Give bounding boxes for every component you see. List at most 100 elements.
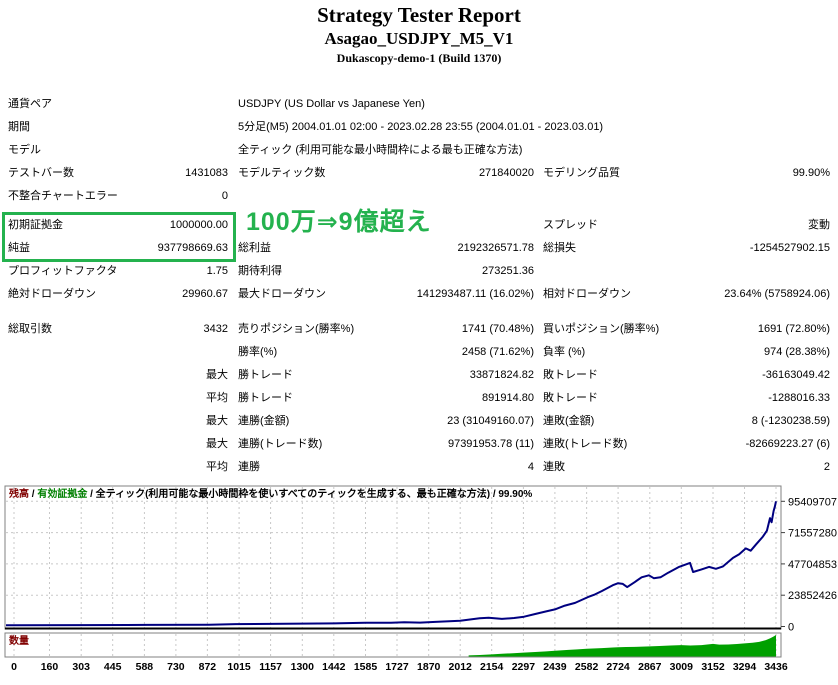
- x-axis-label: 3436: [764, 661, 788, 673]
- report-row: モデル 全ティック (利用可能な最小時間枠による最も正確な方法): [0, 139, 838, 162]
- report-label: モデルティック数: [238, 167, 326, 179]
- report-value: [138, 139, 228, 162]
- report-value: -1288016.33: [768, 392, 830, 404]
- report-label: 総損失: [543, 242, 576, 254]
- report-value: 平均: [206, 461, 228, 473]
- report-label: 連勝(金額): [238, 415, 290, 427]
- x-axis-label: 2724: [606, 661, 630, 673]
- report-row: 総取引数 3432 売りポジション(勝率%) 1741 (70.48%) 買いポジション…: [0, 318, 838, 341]
- report-label: 期待利得: [238, 265, 282, 277]
- balance-chart-svg: 0 23852426 47704853 71557280 95409707 0 160 303…: [4, 485, 837, 673]
- report-label: プロフィットファクタ: [8, 265, 118, 277]
- report-value: -82669223.27 (6): [745, 438, 830, 450]
- report-label: 不整合チャートエラー: [8, 190, 118, 202]
- report-value: [138, 341, 228, 364]
- report-label: テストバー数: [8, 167, 74, 179]
- x-axis-label: 1585: [354, 661, 378, 673]
- report-value: 974 (28.38%): [763, 346, 830, 358]
- report-value: USDJPY (US Dollar vs Japanese Yen): [238, 98, 425, 110]
- report-value: 141293487.11 (16.02%): [416, 288, 534, 300]
- report-value: 1000000.00: [169, 219, 228, 231]
- report-value: 8 (-1230238.59): [751, 415, 830, 427]
- report-label: [8, 387, 138, 410]
- x-axis-label: 2867: [638, 661, 662, 673]
- report-label: [8, 456, 138, 479]
- y-axis-label: 71557280: [788, 528, 837, 540]
- chart-caption: 残高 / 有効証拠金 / 全ティック(利用可能な最小時間枠を使いすべてのティック…: [9, 487, 532, 500]
- x-axis-label: 303: [72, 661, 90, 673]
- report-label: 連敗(トレード数): [543, 438, 628, 450]
- report-value: [138, 93, 228, 116]
- report-value: 2: [823, 461, 830, 473]
- report-label: 買いポジション(勝率%): [543, 323, 660, 335]
- report-value: [138, 116, 228, 139]
- report-label: 絶対ドローダウン: [8, 288, 96, 300]
- report-value: 891914.80: [482, 392, 534, 404]
- report-value: 99.90%: [792, 167, 830, 179]
- report-row: テストバー数 1431083 モデルティック数 271840020 モデリング品質 99.…: [0, 162, 838, 185]
- x-axis-label: 445: [104, 661, 122, 673]
- report-label: 通貨ペア: [8, 98, 52, 110]
- report-table: 通貨ペア USDJPY (US Dollar vs Japanese Yen) 期間…: [0, 93, 838, 479]
- report-value: 273251.36: [482, 265, 534, 277]
- report-label: 最大ドローダウン: [238, 288, 326, 300]
- report-label: [534, 185, 694, 208]
- x-axis-label: 1870: [417, 661, 441, 673]
- report-row: 不整合チャートエラー 0: [0, 185, 838, 208]
- x-axis-label: 730: [167, 661, 185, 673]
- report-row: 期間 5分足(M5) 2004.01.01 02:00 - 2023.02.28 …: [0, 116, 838, 139]
- report-label: スプレッド: [543, 219, 598, 231]
- report-value: 937798669.63: [157, 242, 228, 254]
- report-header: Strategy Tester Report Asagao_USDJPY_M5_…: [0, 3, 838, 66]
- x-axis-label: 2582: [575, 661, 599, 673]
- report-value: 23.64% (5758924.06): [724, 288, 830, 300]
- volume-label: 数量: [9, 634, 29, 647]
- report-label: 初期証拠金: [8, 219, 63, 231]
- report-label: 期間: [8, 121, 30, 133]
- report-label: 敗トレード: [543, 392, 598, 404]
- report-label: 連敗(金額): [543, 415, 595, 427]
- server-build: Dukascopy-demo-1 (Build 1370): [336, 51, 502, 65]
- report-value: 1431083: [185, 167, 228, 179]
- report-label: [8, 433, 138, 456]
- x-axis-label: 1157: [259, 661, 282, 673]
- balance-line: [5, 501, 777, 627]
- x-axis-label: 3152: [701, 661, 725, 673]
- x-axis-label: 2154: [480, 661, 504, 673]
- report-row: プロフィットファクタ 1.75 期待利得 273251.36: [0, 260, 838, 283]
- x-axis-label: 2012: [449, 661, 473, 673]
- report-value: -36163049.42: [762, 369, 830, 381]
- report-row: 最大 勝トレード 33871824.82 敗トレード -36163049.42: [0, 364, 838, 387]
- x-axis-label: 3009: [670, 661, 694, 673]
- report-label: 連勝: [238, 461, 260, 473]
- x-axis-label: 872: [199, 661, 217, 673]
- report-value: 3432: [203, 323, 228, 335]
- annotation-text: 100万⇒9億超え: [246, 208, 432, 236]
- report-row: 平均 勝トレード 891914.80 敗トレード -1288016.33: [0, 387, 838, 410]
- report-value: 最大: [206, 415, 228, 427]
- x-axis-label: 3294: [733, 661, 757, 673]
- report-label: モデル: [8, 144, 41, 156]
- report-label: 連敗: [543, 461, 565, 473]
- y-axis-label: 95409707: [788, 496, 837, 508]
- report-value: 29960.67: [182, 288, 228, 300]
- report-row: 平均 連勝 4 連敗 2: [0, 456, 838, 479]
- report-label: 売りポジション(勝率%): [238, 323, 355, 335]
- report-value: [694, 185, 830, 208]
- volume-area: [468, 635, 776, 657]
- ea-name: Asagao_USDJPY_M5_V1: [324, 29, 514, 48]
- report-value: [694, 260, 830, 283]
- x-axis-label: 1727: [385, 661, 409, 673]
- x-axis-label: 1015: [227, 661, 251, 673]
- report-value: 2458 (71.62%): [461, 346, 534, 358]
- report-label: 総利益: [238, 242, 271, 254]
- balance-chart: 0 23852426 47704853 71557280 95409707 0 160 303…: [0, 484, 838, 685]
- report-row: 絶対ドローダウン 29960.67 最大ドローダウン 141293487.11 (16…: [0, 283, 838, 306]
- report-value: 4: [527, 461, 534, 473]
- report-value: 平均: [206, 392, 228, 404]
- report-row: 通貨ペア USDJPY (US Dollar vs Japanese Yen): [0, 93, 838, 116]
- x-axis-label: 2439: [543, 661, 567, 673]
- report-row: 最大 連勝(金額) 23 (31049160.07) 連敗(金額) 8 (-123023…: [0, 410, 838, 433]
- report-label: 敗トレード: [543, 369, 598, 381]
